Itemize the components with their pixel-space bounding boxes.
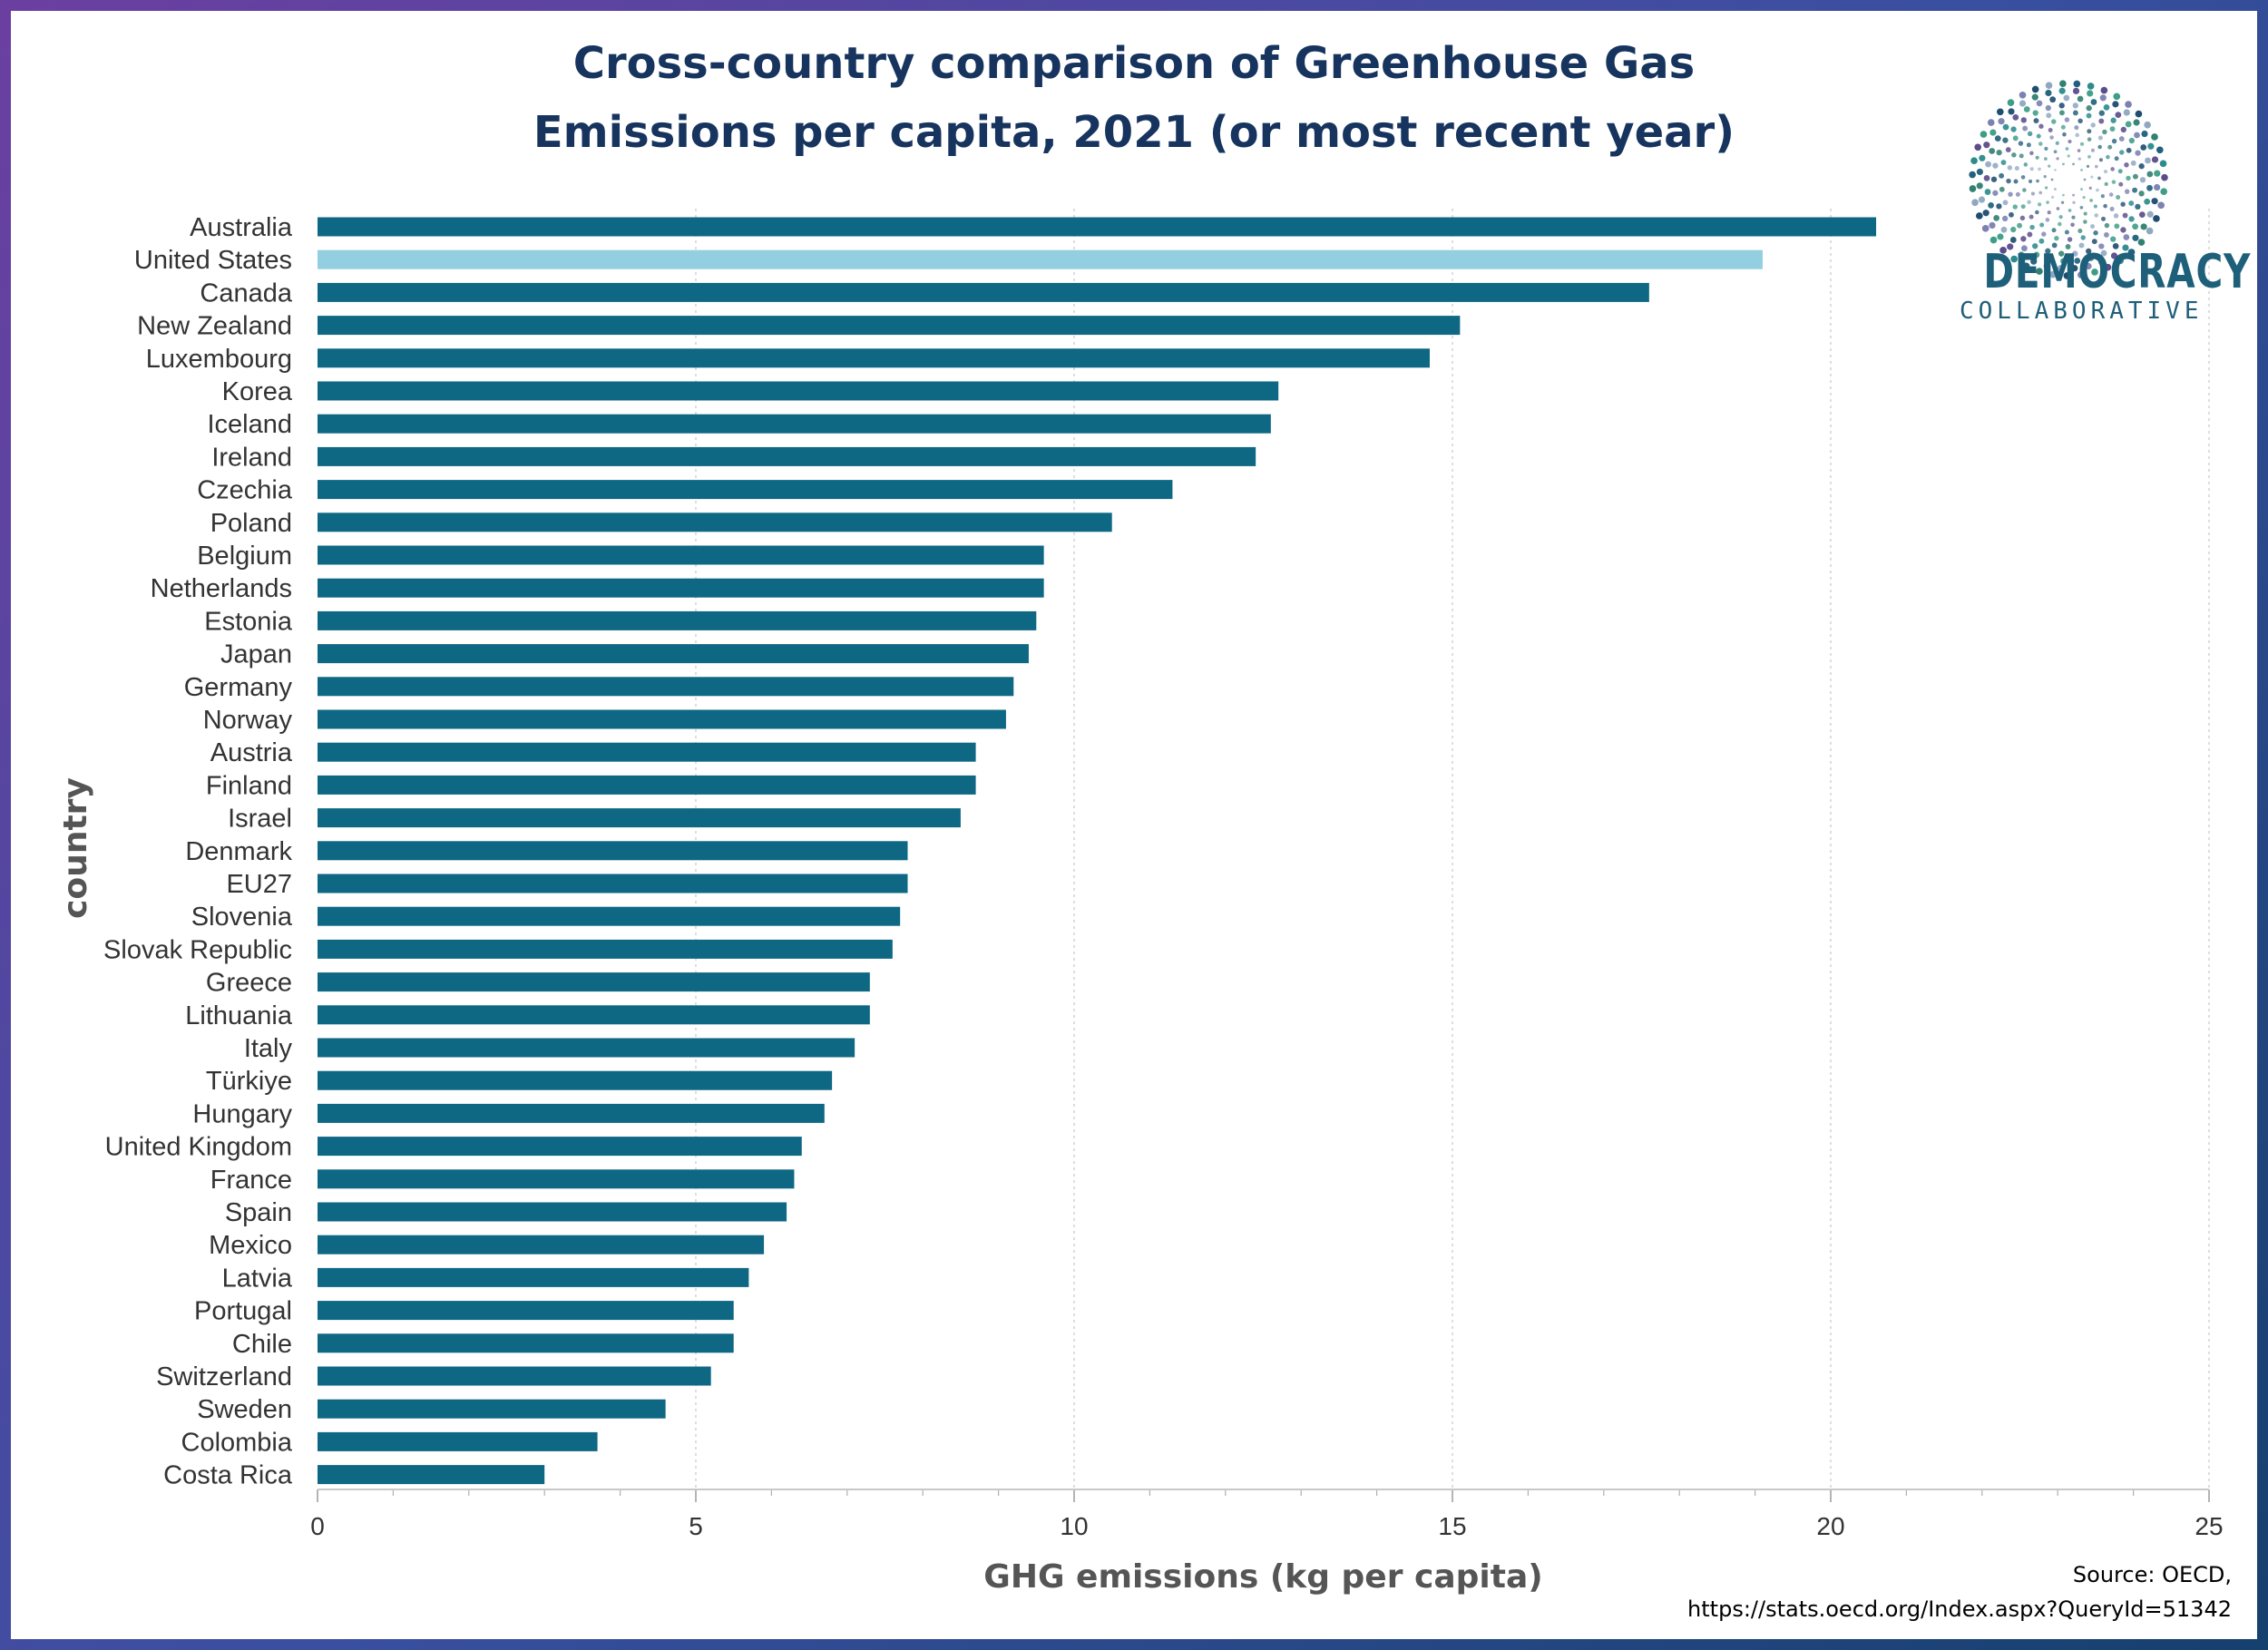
- bar: [318, 775, 976, 795]
- category-label: Canada: [200, 278, 292, 308]
- bar: [318, 644, 1029, 664]
- category-label: Latvia: [222, 1264, 293, 1293]
- category-label: Portugal: [194, 1297, 292, 1326]
- bar: [318, 709, 1006, 729]
- bar: [318, 610, 1037, 630]
- category-label: Japan: [220, 640, 292, 669]
- bar: [318, 545, 1044, 565]
- bar: [318, 1366, 711, 1386]
- category-label: Luxembourg: [146, 345, 292, 374]
- category-label: Chile: [232, 1330, 292, 1359]
- bar: [318, 1431, 598, 1451]
- y-axis-title: country: [57, 777, 94, 919]
- category-label: Italy: [244, 1034, 293, 1063]
- category-label: Slovenia: [191, 903, 293, 932]
- bar: [318, 742, 976, 762]
- category-label: Czechia: [197, 476, 293, 505]
- category-label: Hungary: [192, 1099, 292, 1128]
- bar: [318, 480, 1173, 500]
- bar: [318, 1137, 802, 1157]
- category-label: Sweden: [197, 1395, 292, 1424]
- bar: [318, 874, 908, 893]
- x-tick-label: 20: [1816, 1512, 1844, 1540]
- category-label: Austria: [210, 738, 293, 767]
- bar: [318, 1038, 855, 1058]
- x-tick-label: 15: [1438, 1512, 1466, 1540]
- category-label: Poland: [210, 509, 292, 538]
- bar: [318, 677, 1014, 697]
- category-label: Iceland: [207, 410, 292, 439]
- category-label: Switzerland: [156, 1362, 292, 1391]
- category-label: Slovak Republic: [103, 935, 292, 964]
- bar: [318, 1465, 545, 1485]
- bar: [318, 217, 1877, 237]
- bar: [318, 414, 1271, 434]
- x-tick-label: 0: [310, 1512, 325, 1540]
- category-label: New Zealand: [137, 312, 292, 341]
- bar: [318, 1103, 825, 1123]
- bar: [318, 939, 893, 959]
- bar: [318, 381, 1279, 401]
- category-label: Israel: [228, 805, 292, 834]
- category-label: France: [210, 1166, 292, 1195]
- category-label: Colombia: [181, 1428, 293, 1457]
- category-label: Finland: [206, 771, 292, 800]
- bar: [318, 513, 1112, 532]
- category-label: Germany: [184, 673, 293, 702]
- bar: [318, 1399, 666, 1419]
- bar: [318, 906, 901, 926]
- chart-title-line-2: Emissions per capita, 2021 (or most rece…: [533, 107, 1735, 158]
- category-label: Mexico: [209, 1231, 292, 1260]
- category-label: Australia: [190, 213, 293, 242]
- category-label: United Kingdom: [105, 1133, 292, 1162]
- bar: [318, 348, 1430, 368]
- category-label: Türkiye: [206, 1067, 292, 1096]
- bar: [318, 972, 870, 992]
- dotted-circle-logo-icon: [1969, 80, 2168, 279]
- category-label: Lithuania: [185, 1001, 293, 1030]
- category-label: Spain: [225, 1198, 292, 1227]
- category-label: Costa Rica: [163, 1461, 293, 1490]
- logo-wordmark-collaborative: COLLABORATIVE: [1960, 298, 2204, 325]
- bar: [318, 1169, 795, 1189]
- category-label: Norway: [203, 706, 293, 735]
- bar: [318, 249, 1763, 269]
- source-note-line-2: https://stats.oecd.org/Index.aspx?QueryI…: [1687, 1596, 2232, 1622]
- bar: [318, 1202, 787, 1222]
- category-label: Netherlands: [151, 574, 292, 603]
- chart-title-line-1: Cross-country comparison of Greenhouse G…: [572, 38, 1696, 89]
- bar: [318, 1070, 833, 1090]
- bar: [318, 282, 1649, 302]
- logo-wordmark-democracy: DEMOCRACY: [1983, 245, 2252, 299]
- bar: [318, 1333, 734, 1353]
- category-label: EU27: [226, 870, 292, 899]
- category-label: Korea: [222, 377, 293, 406]
- bar: [318, 1005, 870, 1025]
- category-label: Belgium: [197, 542, 292, 571]
- x-tick-label: 5: [689, 1512, 703, 1540]
- bar: [318, 578, 1044, 598]
- bar: [318, 808, 961, 828]
- x-tick-label: 10: [1060, 1512, 1088, 1540]
- x-axis-title: GHG emissions (kg per capita): [983, 1558, 1542, 1596]
- category-label: Ireland: [211, 443, 292, 472]
- bar: [318, 1301, 734, 1321]
- source-note-line-1: Source: OECD,: [2072, 1562, 2232, 1587]
- bar: [318, 316, 1461, 336]
- bar: [318, 841, 908, 861]
- category-label: Greece: [206, 969, 292, 998]
- bar: [318, 1267, 749, 1287]
- x-tick-label: 25: [2195, 1512, 2223, 1540]
- bar: [318, 446, 1256, 466]
- category-label: Denmark: [185, 837, 292, 866]
- category-label: Estonia: [204, 607, 293, 636]
- category-label: United States: [134, 246, 292, 275]
- bar: [318, 1235, 765, 1255]
